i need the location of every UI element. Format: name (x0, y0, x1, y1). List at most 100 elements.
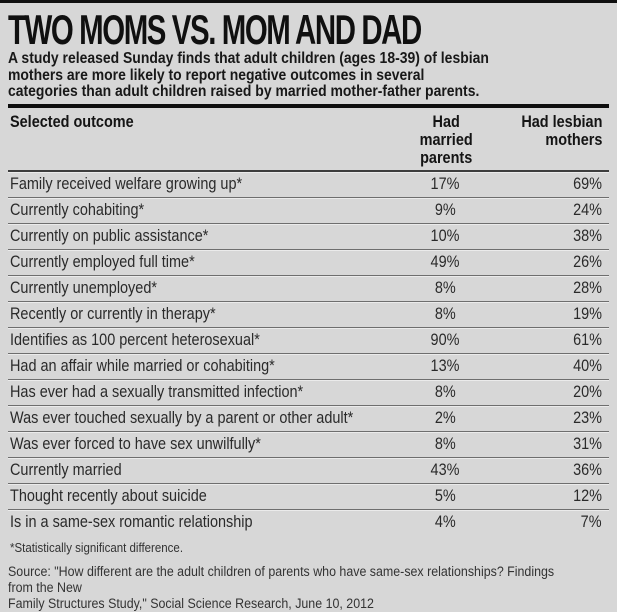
row-value-married-parents-cell: 49% (415, 252, 475, 272)
table-row: Was ever touched sexually by a parent or… (8, 404, 609, 431)
row-outcome-cell: Was ever touched sexually by a parent or… (8, 408, 415, 428)
row-outcome: Had an affair while married or cohabitin… (10, 356, 275, 375)
table-row: Has ever had a sexually transmitted infe… (8, 378, 609, 405)
table-row: Currently cohabiting* 9% 24% (8, 196, 609, 223)
row-value-lesbian-mothers: 26% (573, 252, 602, 271)
row-value-married-parents-cell: 9% (415, 200, 475, 220)
row-value-married-parents-cell: 90% (415, 330, 475, 350)
row-value-lesbian-mothers-cell: 23% (475, 408, 609, 428)
table-row: Recently or currently in therapy* 8% 19% (8, 300, 609, 327)
row-outcome: Was ever forced to have sex unwilfully* (10, 434, 261, 453)
row-outcome-cell: Currently employed full time* (8, 252, 415, 272)
row-value-married-parents: 2% (434, 408, 456, 427)
row-value-married-parents: 4% (434, 512, 456, 531)
row-value-married-parents: 10% (430, 226, 460, 245)
table-row: Identifies as 100 percent heterosexual* 9… (8, 326, 609, 353)
row-value-lesbian-mothers-cell: 69% (475, 174, 609, 194)
row-outcome: Currently unemployed* (10, 278, 157, 297)
row-value-lesbian-mothers-cell: 61% (475, 330, 609, 350)
page-title: TWO MOMS VS. MOM AND DAD (8, 6, 609, 53)
row-outcome-cell: Currently on public assistance* (8, 226, 415, 246)
footnote-text: *Statistically significant difference. (10, 540, 184, 555)
row-outcome-cell: Is in a same-sex romantic relationship (8, 512, 415, 532)
row-value-married-parents-cell: 43% (415, 460, 475, 480)
row-value-lesbian-mothers-cell: 40% (475, 356, 609, 376)
column-header-married-parents: Had married parents (415, 112, 475, 167)
row-value-lesbian-mothers: 23% (573, 408, 602, 427)
row-value-lesbian-mothers: 31% (573, 434, 602, 453)
row-outcome-cell: Currently cohabiting* (8, 200, 415, 220)
column-header-lesbian-mothers-text: Had lesbian mothers (520, 111, 602, 149)
row-value-lesbian-mothers-cell: 26% (475, 252, 609, 272)
subtitle-text: A study released Sunday finds that adult… (8, 50, 489, 100)
row-value-lesbian-mothers: 19% (573, 304, 602, 323)
row-value-lesbian-mothers-cell: 7% (475, 512, 609, 532)
row-outcome-cell: Recently or currently in therapy* (8, 304, 415, 324)
row-value-lesbian-mothers: 61% (573, 330, 602, 349)
row-value-married-parents-cell: 8% (415, 434, 475, 454)
row-outcome-cell: Family received welfare growing up* (8, 174, 415, 194)
row-value-married-parents: 5% (434, 486, 456, 505)
row-value-married-parents: 8% (434, 278, 456, 297)
row-value-lesbian-mothers-cell: 38% (475, 226, 609, 246)
row-outcome-cell: Currently married (8, 460, 415, 480)
table-row: Had an affair while married or cohabitin… (8, 352, 609, 379)
table-body: Family received welfare growing up* 17% 69… (8, 172, 609, 535)
infographic-table: TWO MOMS VS. MOM AND DAD A study release… (0, 9, 617, 612)
table-row: Currently unemployed* 8% 28% (8, 274, 609, 301)
row-outcome: Currently on public assistance* (10, 226, 209, 245)
table-row: Family received welfare growing up* 17% 69… (8, 172, 609, 197)
row-value-married-parents-cell: 8% (415, 382, 475, 402)
row-value-lesbian-mothers: 38% (573, 226, 602, 245)
row-outcome: Currently cohabiting* (10, 200, 145, 219)
row-value-married-parents: 8% (434, 382, 456, 401)
table-row: Currently employed full time* 49% 26% (8, 248, 609, 275)
row-value-married-parents: 43% (430, 460, 460, 479)
row-value-married-parents: 8% (434, 304, 456, 323)
row-value-married-parents: 9% (434, 200, 456, 219)
column-header-outcome-text: Selected outcome (10, 111, 134, 131)
row-value-married-parents-cell: 4% (415, 512, 475, 532)
row-value-married-parents: 17% (430, 174, 460, 193)
table-row: Was ever forced to have sex unwilfully* 8… (8, 430, 609, 457)
row-value-married-parents: 49% (430, 252, 460, 271)
row-value-lesbian-mothers: 40% (573, 356, 602, 375)
row-value-lesbian-mothers: 24% (573, 200, 602, 219)
table-row: Thought recently about suicide 5% 12% (8, 482, 609, 509)
row-value-lesbian-mothers-cell: 19% (475, 304, 609, 324)
row-value-married-parents: 13% (430, 356, 460, 375)
table-header-row: Selected outcome Had married parents Had… (8, 108, 609, 172)
row-outcome-cell: Has ever had a sexually transmitted infe… (8, 382, 415, 402)
row-value-lesbian-mothers: 20% (573, 382, 602, 401)
row-outcome: Recently or currently in therapy* (10, 304, 216, 323)
row-value-married-parents-cell: 5% (415, 486, 475, 506)
row-outcome-cell: Thought recently about suicide (8, 486, 415, 506)
row-value-lesbian-mothers-cell: 31% (475, 434, 609, 454)
table-row: Is in a same-sex romantic relationship 4%… (8, 508, 609, 535)
table-row: Currently on public assistance* 10% 38% (8, 222, 609, 249)
row-value-lesbian-mothers-cell: 12% (475, 486, 609, 506)
footnote: *Statistically significant difference. (10, 541, 609, 555)
row-outcome: Identifies as 100 percent heterosexual* (10, 330, 260, 349)
row-value-lesbian-mothers-cell: 24% (475, 200, 609, 220)
row-value-married-parents-cell: 2% (415, 408, 475, 428)
row-outcome: Family received welfare growing up* (10, 174, 243, 193)
row-value-married-parents: 8% (434, 434, 456, 453)
row-outcome-cell: Identifies as 100 percent heterosexual* (8, 330, 415, 350)
row-value-married-parents-cell: 8% (415, 278, 475, 298)
row-value-lesbian-mothers-cell: 36% (475, 460, 609, 480)
row-value-married-parents: 90% (430, 330, 460, 349)
subtitle: A study released Sunday finds that adult… (8, 50, 609, 101)
page-title-text: TWO MOMS VS. MOM AND DAD (8, 6, 422, 53)
row-outcome: Thought recently about suicide (10, 486, 207, 505)
row-outcome-cell: Had an affair while married or cohabitin… (8, 356, 415, 376)
column-header-outcome: Selected outcome (8, 111, 415, 131)
row-outcome: Was ever touched sexually by a parent or… (10, 408, 354, 427)
row-outcome-cell: Was ever forced to have sex unwilfully* (8, 434, 415, 454)
row-value-married-parents-cell: 13% (415, 356, 475, 376)
table-top-rule (8, 103, 609, 108)
row-value-lesbian-mothers: 28% (573, 278, 602, 297)
row-value-married-parents-cell: 17% (415, 174, 475, 194)
top-border-rule (0, 0, 617, 3)
row-outcome: Currently employed full time* (10, 252, 195, 271)
